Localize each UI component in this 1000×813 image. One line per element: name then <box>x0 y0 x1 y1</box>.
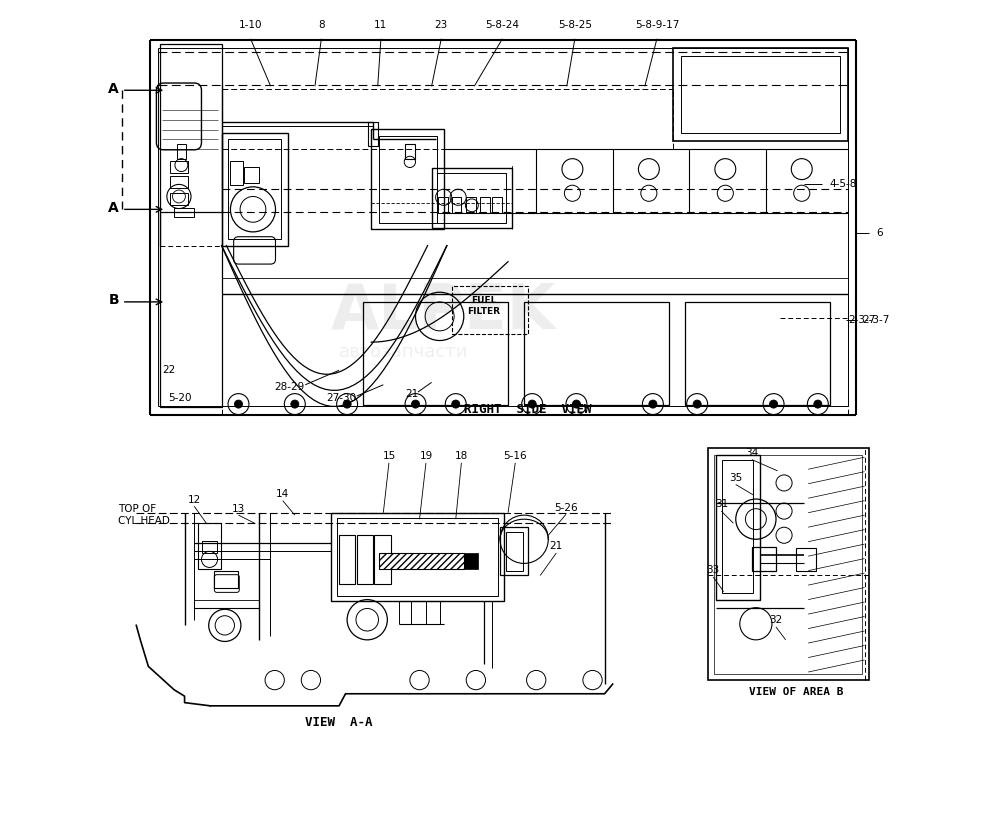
Bar <box>752 547 776 572</box>
Text: 2-3-7: 2-3-7 <box>862 315 889 324</box>
Text: 12: 12 <box>188 494 201 505</box>
Text: 5-20: 5-20 <box>168 393 191 402</box>
Text: A: A <box>108 81 119 96</box>
Circle shape <box>814 400 822 408</box>
Bar <box>681 56 840 133</box>
Text: 4-5-8: 4-5-8 <box>830 179 857 189</box>
Text: 31: 31 <box>715 499 728 510</box>
Text: 32: 32 <box>769 615 783 625</box>
Bar <box>368 122 378 146</box>
Text: 13: 13 <box>232 503 245 514</box>
Bar <box>716 454 760 600</box>
Circle shape <box>291 400 299 408</box>
Bar <box>452 286 528 334</box>
Bar <box>492 198 502 213</box>
Text: 5-26: 5-26 <box>554 502 578 513</box>
Text: 5-8-24: 5-8-24 <box>485 20 519 30</box>
Text: FUEL
FILTER: FUEL FILTER <box>467 296 500 316</box>
Circle shape <box>411 400 420 408</box>
Text: 21: 21 <box>550 541 563 551</box>
Circle shape <box>693 400 701 408</box>
Text: 14: 14 <box>276 489 289 499</box>
Text: 2-3-7: 2-3-7 <box>848 315 876 324</box>
Bar <box>363 302 508 405</box>
Text: 8: 8 <box>318 20 325 30</box>
Bar <box>464 553 478 569</box>
Text: 6: 6 <box>876 228 882 238</box>
Text: 5-16: 5-16 <box>503 451 527 461</box>
Bar <box>796 548 816 571</box>
Text: 23: 23 <box>435 20 448 30</box>
Bar <box>685 302 830 405</box>
Text: ALPEK: ALPEK <box>331 281 556 341</box>
Bar <box>357 535 373 584</box>
Bar <box>222 133 288 246</box>
Bar <box>452 198 461 213</box>
Text: автозапчасти: автозапчасти <box>339 343 468 361</box>
Bar <box>379 136 437 223</box>
Bar <box>160 45 222 406</box>
Bar <box>230 161 243 185</box>
Bar <box>432 167 512 228</box>
Bar <box>339 535 355 584</box>
Circle shape <box>770 400 778 408</box>
Text: 21: 21 <box>405 389 418 399</box>
Text: 15: 15 <box>382 451 396 461</box>
Text: 27-30: 27-30 <box>326 393 357 403</box>
Bar <box>371 129 444 229</box>
Bar <box>331 513 504 602</box>
Bar <box>174 208 194 217</box>
Bar <box>177 144 186 159</box>
Bar <box>214 572 238 588</box>
Bar <box>480 198 490 213</box>
Bar <box>714 454 862 674</box>
Text: VIEW  A-A: VIEW A-A <box>305 716 373 729</box>
Bar <box>506 532 523 571</box>
Bar <box>524 302 669 405</box>
Bar <box>708 448 869 680</box>
Circle shape <box>452 400 460 408</box>
Polygon shape <box>379 553 464 569</box>
Bar <box>466 198 476 213</box>
Text: 18: 18 <box>455 451 468 461</box>
Circle shape <box>234 400 243 408</box>
Text: 35: 35 <box>729 473 742 483</box>
Bar <box>170 176 188 188</box>
Text: 1-10: 1-10 <box>239 20 262 30</box>
Bar <box>337 519 498 596</box>
Bar <box>202 541 217 553</box>
Bar <box>374 535 391 584</box>
Bar <box>228 139 281 239</box>
Bar <box>722 460 753 593</box>
Text: B: B <box>108 293 119 307</box>
Circle shape <box>528 400 536 408</box>
Text: 11: 11 <box>374 20 388 30</box>
Bar <box>405 144 415 159</box>
Text: 28-29: 28-29 <box>274 382 304 392</box>
Circle shape <box>572 400 580 408</box>
Circle shape <box>343 400 351 408</box>
Text: 5-8-9-17: 5-8-9-17 <box>635 20 679 30</box>
Circle shape <box>649 400 657 408</box>
Text: RIGHT  SIDE  VIEW: RIGHT SIDE VIEW <box>464 403 592 416</box>
Bar <box>673 49 848 141</box>
Text: 19: 19 <box>419 451 433 461</box>
Text: 34: 34 <box>745 448 758 458</box>
Bar <box>198 524 221 569</box>
Text: TOP OF
CYL HEAD: TOP OF CYL HEAD <box>118 504 170 525</box>
Text: A: A <box>108 201 119 215</box>
Bar <box>438 198 448 213</box>
Text: 22: 22 <box>162 365 175 376</box>
Text: 5-8-25: 5-8-25 <box>558 20 592 30</box>
Bar <box>170 161 188 173</box>
Bar <box>437 173 506 223</box>
Text: VIEW OF AREA B: VIEW OF AREA B <box>749 686 843 697</box>
Bar <box>500 527 528 576</box>
Bar <box>170 193 188 206</box>
Bar <box>244 167 259 183</box>
Text: 33: 33 <box>707 566 720 576</box>
